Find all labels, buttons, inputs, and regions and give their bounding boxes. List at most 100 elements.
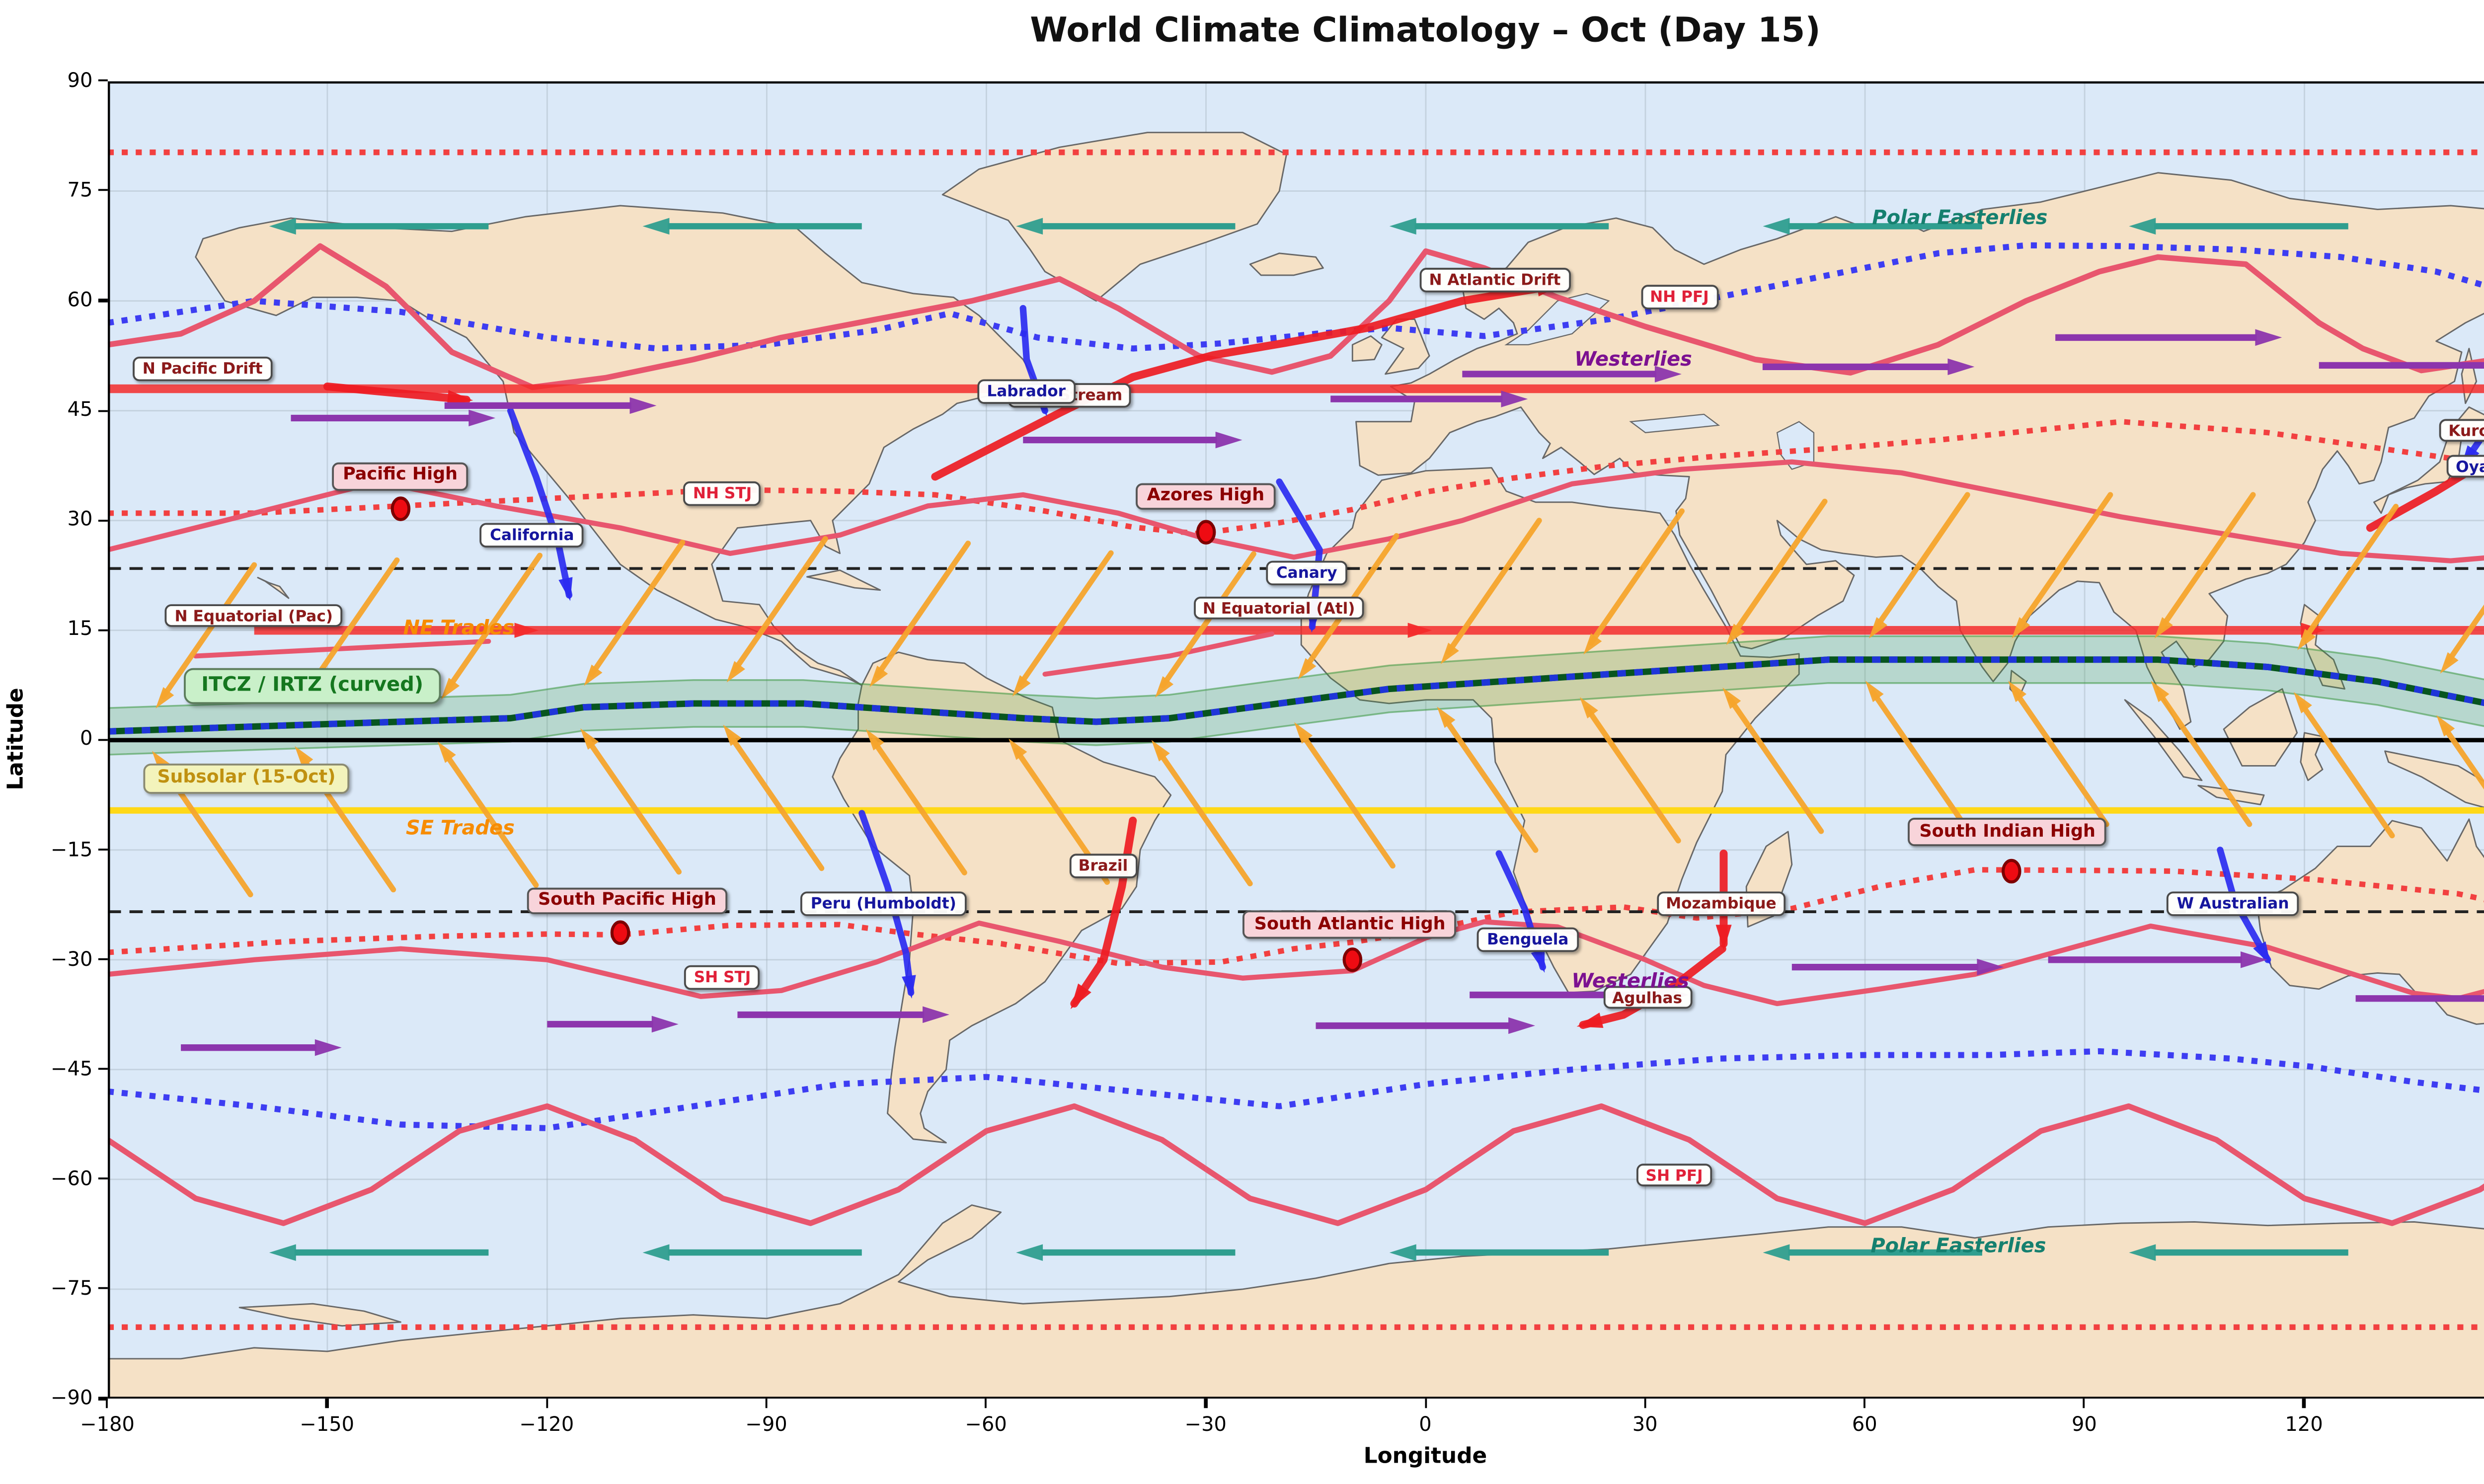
x-tick-label--90: −90 [745,1413,787,1437]
ne-trades-arrow [1445,517,1542,655]
landmass-north-america [194,204,1038,686]
ne-trades-arrowhead [441,677,460,699]
y-tick-label-45: 45 [67,399,93,422]
ne-trades-arrowhead [2011,617,2030,638]
se-trades-arrow [2441,723,2484,790]
ne-trades-arrowhead [869,665,888,687]
polar-easterlies-arrowhead [642,1244,669,1261]
ne-trades-arrowhead [1155,676,1173,698]
westerlies-arrowhead [1508,1016,1535,1034]
x-tick-label-90: 90 [2071,1413,2097,1437]
se-trades-arrow [299,755,396,892]
y-tick-mark [98,1397,108,1400]
nh-stj-line [107,418,2484,537]
x-tick-label-120: 120 [2285,1413,2323,1437]
se-trades-arrow [870,737,967,875]
ne-trades-arrowhead [1440,642,1459,664]
current-brazil [1070,816,1137,1008]
current-california [507,407,572,598]
se-trades-arrowhead [1151,739,1169,761]
se-trades-arrowhead [580,728,599,750]
y-tick-mark [98,1068,108,1071]
chart-title: World Climate Climatology – Oct (Day 15) [1030,11,1821,51]
x-tick-mark [985,1399,987,1408]
westerlies-arrowhead [1976,958,2004,975]
nh-subpolar-low-line [107,241,2484,351]
se-trades-arrow [2155,689,2252,827]
ne-trades-arrowhead [1297,657,1316,679]
sh-subhigh-line [107,866,2484,966]
se-trades-arrow [1870,689,1966,827]
y-tick-mark [98,519,108,522]
se-trades-arrowhead [2150,680,2169,702]
se-trades-arrowhead [1722,687,1741,709]
se-trades-arrowhead [437,741,456,763]
se-trades-arrowhead [294,746,313,768]
high-center-dot-pacific-high [390,496,410,521]
current-agulhas-arrowhead [1576,1012,1603,1028]
waterbody-black-sea [1629,413,1720,433]
x-tick-mark [325,1399,328,1408]
landmass-south-america [831,651,1171,1143]
ne-trades-arrowhead [155,687,174,708]
ne-trades-arrow [160,561,257,699]
landmass-uk [1381,318,1430,375]
se-trades-arrowhead [722,724,741,746]
landmass-africa [1300,467,1799,993]
westerlies-arrowhead [1500,390,1528,407]
se-trades-arrow [1584,705,1681,843]
x-tick-mark [1424,1399,1427,1408]
x-tick-label-30: 30 [1632,1413,1658,1437]
high-center-dot-azores-high [1196,519,1216,545]
x-axis-label: Longitude [1363,1442,1487,1469]
landmass-iceland [1248,252,1324,276]
current-w-australian-arrowhead [2252,941,2270,965]
ne-trades-arrowhead [583,664,602,686]
ne-trades-arrow [874,540,971,678]
polar-easterlies-arrowhead [1762,217,1789,234]
current-benguela-arrowhead [1530,948,1545,973]
polar-easterlies-arrowhead [1389,1244,1416,1261]
x-tick-mark [1863,1399,1866,1408]
ne-trades-arrow [1160,550,1256,688]
x-tick-mark [106,1399,109,1408]
line-15n-east-arrowhead [1407,622,1432,638]
westerlies-arrowhead [314,1039,341,1056]
se-trades-arrow [1441,715,1538,853]
se-trades-arrowhead [152,750,170,772]
current-n-equatorial-pac [193,638,491,658]
y-tick-mark [98,848,108,851]
westerlies-arrowhead [651,1015,678,1032]
itcz-band-edge [107,682,2484,755]
ne-trades-arrow [2444,603,2484,664]
y-tick-label--30: −30 [51,948,93,971]
y-tick-mark [98,299,108,302]
x-tick-label--180: −180 [80,1413,135,1437]
map-plot-area: Gulf Stream Labrador N Pacific Drift N Atla… [107,80,2484,1399]
y-tick-label-60: 60 [67,289,93,312]
landmass-greenland [941,131,1287,302]
x-tick-label-0: 0 [1419,1413,1432,1437]
se-trades-arrowhead [2293,691,2312,713]
westerlies-arrowhead [2240,951,2267,968]
se-trades-arrowhead [865,728,884,750]
y-tick-label--45: −45 [51,1058,93,1081]
nh-subhigh-line [107,459,2484,563]
westerlies-arrowhead [922,1006,949,1023]
se-trades-arrowhead [2008,680,2026,702]
x-tick-mark [1643,1399,1646,1408]
current-n-equatorial-atl [1042,631,1274,677]
itcz-band [107,635,2484,755]
high-center-dot-south-indian-high [2001,858,2021,883]
ne-trades-arrow [588,539,685,677]
ne-trades-arrowhead [2154,617,2173,638]
y-tick-label--75: −75 [51,1277,93,1300]
y-tick-mark [98,628,108,631]
x-tick-label--120: −120 [519,1413,574,1437]
x-tick-mark [765,1399,768,1408]
x-tick-mark [545,1399,548,1408]
current-oyashio [2460,427,2484,467]
polar-easterlies-arrowhead [1389,217,1416,234]
ne-trades-arrowhead [1868,617,1887,638]
current-peru-humboldt [858,809,914,996]
